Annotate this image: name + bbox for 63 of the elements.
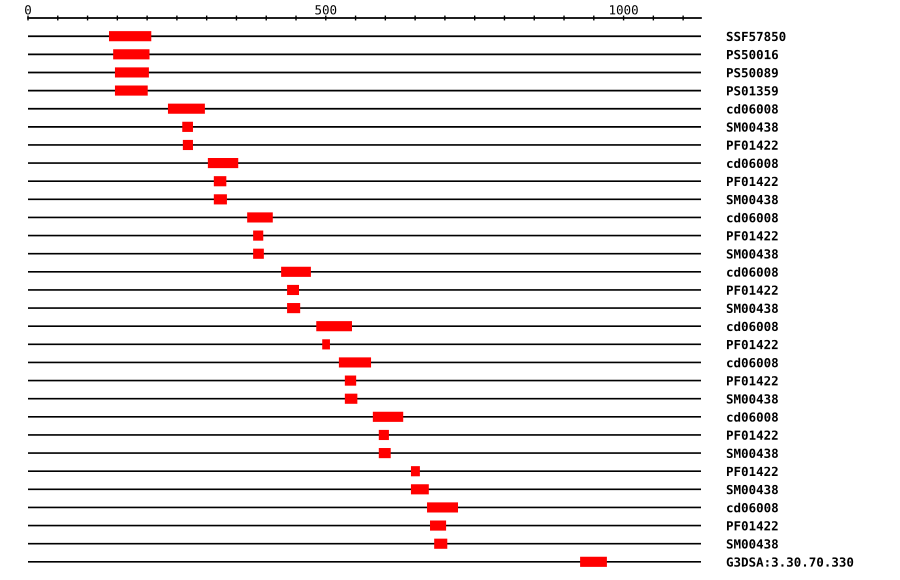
bar bbox=[338, 357, 372, 368]
bar bbox=[322, 339, 330, 350]
y-tick-label: SSF57850 bbox=[726, 32, 786, 42]
y-tick-label: SM00438 bbox=[726, 304, 778, 314]
x-tick-label: 1000 bbox=[610, 5, 638, 15]
y-tick-label: cd06008 bbox=[727, 267, 778, 277]
bar bbox=[182, 122, 193, 132]
y-tick-label: PF01422 bbox=[726, 430, 778, 440]
y-tick-label: SM00438 bbox=[726, 448, 778, 458]
bar bbox=[253, 248, 264, 259]
bar bbox=[281, 266, 311, 277]
y-tick-label: PS01359 bbox=[726, 86, 778, 96]
y-tick-label: cd06008 bbox=[727, 358, 778, 368]
y-tick-label: PF01422 bbox=[726, 521, 778, 531]
y-tick-label: PF01422 bbox=[726, 340, 778, 350]
y-tick-label: PF01422 bbox=[726, 140, 778, 150]
bar bbox=[378, 430, 389, 440]
bar bbox=[208, 158, 238, 168]
bar bbox=[287, 284, 299, 296]
y-tick-label: cd06008 bbox=[727, 502, 778, 512]
bar bbox=[114, 86, 148, 96]
bar bbox=[410, 466, 420, 476]
x-tick-label: 500 bbox=[315, 5, 336, 15]
bar bbox=[168, 104, 205, 114]
y-tick-label: cd06008 bbox=[727, 158, 778, 168]
y-tick-label: cd06008 bbox=[727, 321, 778, 332]
y-tick-label: SM00438 bbox=[726, 194, 778, 204]
bar bbox=[316, 321, 352, 332]
y-tick-label: PF01422 bbox=[726, 285, 778, 295]
bar bbox=[253, 230, 264, 241]
bar bbox=[114, 67, 149, 78]
bar bbox=[214, 194, 227, 204]
y-tick-label: SM00438 bbox=[726, 249, 778, 259]
y-tick-label: SM00438 bbox=[726, 539, 778, 549]
y-tick-label: PF01422 bbox=[726, 176, 778, 186]
bar bbox=[427, 502, 458, 513]
y-tick-label: cd06008 bbox=[727, 212, 778, 222]
bar bbox=[344, 376, 356, 386]
bar bbox=[378, 448, 391, 458]
bar bbox=[182, 140, 193, 150]
bar bbox=[410, 484, 429, 494]
bar bbox=[109, 31, 152, 42]
y-tick-label: cd06008 bbox=[727, 412, 778, 422]
bar bbox=[430, 520, 446, 531]
bar bbox=[344, 394, 358, 404]
bar bbox=[247, 212, 273, 223]
y-tick-label: PF01422 bbox=[726, 231, 778, 241]
y-tick-label: SM00438 bbox=[726, 394, 778, 404]
x-tick-label: 0 bbox=[25, 5, 31, 15]
y-tick-label: PF01422 bbox=[726, 466, 778, 476]
bar bbox=[580, 556, 607, 567]
bar bbox=[434, 538, 448, 549]
y-tick-label: SM00438 bbox=[726, 484, 778, 494]
y-tick-label: G3DSA:3.30.70.330 bbox=[726, 557, 854, 567]
y-tick-label: PF01422 bbox=[726, 376, 778, 386]
bar bbox=[287, 303, 300, 314]
bar bbox=[214, 176, 226, 186]
y-tick-label: SM00438 bbox=[726, 122, 778, 132]
y-tick-label: PS50089 bbox=[726, 68, 778, 78]
y-tick-label: PS50016 bbox=[726, 50, 778, 60]
bar bbox=[113, 49, 150, 60]
bar bbox=[372, 412, 404, 422]
y-tick-label: cd06008 bbox=[727, 104, 778, 114]
